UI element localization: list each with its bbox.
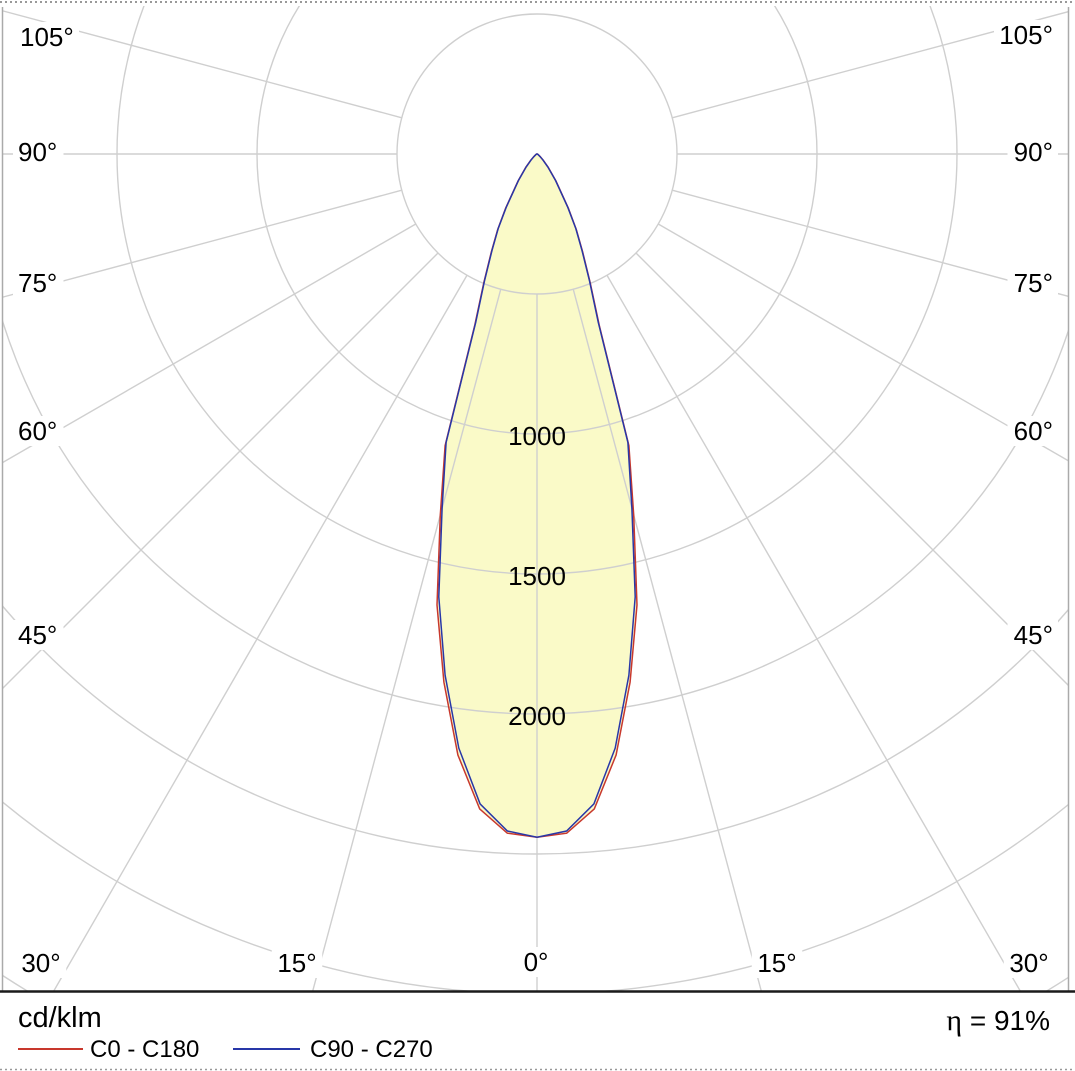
ring-value-label: 1000	[508, 421, 566, 451]
angle-tick-label: 15°	[277, 948, 316, 978]
angle-tick-bg	[1003, 948, 1055, 978]
unit-label: cd/klm	[18, 1002, 102, 1034]
eta-value-text: = 91%	[962, 1005, 1050, 1036]
grid-radial-line	[52, 274, 468, 991]
angle-tick-label: 0°	[524, 947, 549, 977]
angle-tick-label: 60°	[1014, 416, 1053, 446]
angle-tick-bg	[15, 22, 79, 52]
angle-tick-label: 105°	[999, 20, 1053, 50]
efficiency-value: η = 91%	[946, 1004, 1050, 1038]
grid-radial-line	[572, 289, 762, 991]
grid-radial-line	[635, 252, 1068, 686]
angle-tick-bg	[994, 20, 1058, 50]
grid-radial-line	[3, 223, 417, 464]
angle-tick-label: 75°	[1014, 268, 1053, 298]
angle-tick-label: 45°	[1014, 620, 1053, 650]
angle-tick-bg	[13, 268, 64, 298]
grid-radial-line	[3, 189, 402, 298]
angle-tick-bg	[1007, 620, 1058, 650]
angle-tick-bg	[517, 947, 555, 977]
ring-value-label: 1500	[508, 561, 566, 591]
angle-tick-label: 90°	[18, 137, 57, 167]
grid-radial-line	[657, 223, 1068, 462]
angle-tick-label: 45°	[18, 620, 57, 650]
angle-tick-bg	[13, 620, 64, 650]
legend-label-c90-c270: C90 - C270	[310, 1036, 433, 1063]
grid-radial-line	[3, 10, 402, 119]
ring-value-label: 2000	[508, 701, 566, 731]
angle-tick-bg	[1007, 268, 1058, 298]
angle-tick-bg	[1007, 137, 1058, 167]
grid-radial-line	[672, 189, 1068, 298]
legend-label-c0-c180: C0 - C180	[90, 1036, 200, 1063]
legend-line-c0-c180	[18, 1048, 83, 1050]
grid-radial-line	[312, 289, 502, 991]
eta-symbol: η	[946, 1004, 963, 1037]
angle-tick-label: 90°	[1014, 137, 1053, 167]
angle-tick-bg	[13, 137, 64, 167]
angle-tick-bg	[13, 416, 64, 446]
angle-tick-label: 30°	[1009, 948, 1048, 978]
curve-c90-c270	[438, 153, 636, 838]
grid-radial-line	[672, 10, 1068, 119]
angle-tick-bg	[15, 948, 67, 978]
angle-tick-label: 60°	[18, 416, 57, 446]
angle-tick-label: 105°	[20, 22, 74, 52]
angle-tick-bg	[751, 948, 803, 978]
angle-tick-bg	[1007, 416, 1058, 446]
legend-line-c90-c270	[233, 1048, 300, 1050]
angle-tick-bg	[271, 948, 323, 978]
angle-tick-label: 15°	[757, 948, 796, 978]
grid-radial-line	[3, 252, 439, 689]
grid-radial-line	[606, 274, 1022, 991]
angle-tick-label: 30°	[21, 948, 60, 978]
angle-tick-label: 75°	[18, 268, 57, 298]
